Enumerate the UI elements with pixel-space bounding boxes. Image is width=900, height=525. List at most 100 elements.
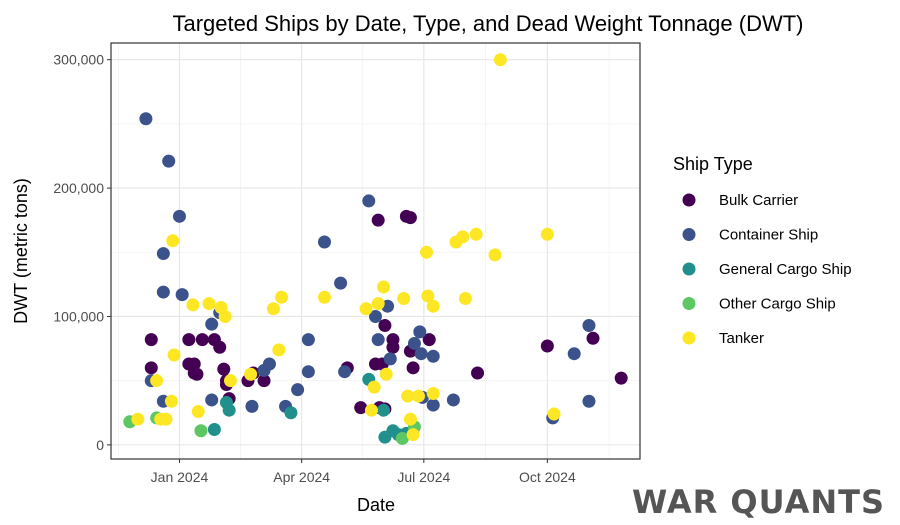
point-tanker [411, 389, 425, 403]
point-tanker [244, 367, 258, 381]
point-tanker [371, 297, 385, 311]
point-tanker [469, 227, 483, 241]
point-container-ship [414, 347, 428, 361]
point-bulk-carrier [182, 333, 196, 347]
point-general-cargo-ship [222, 403, 236, 417]
point-container-ship [291, 383, 305, 397]
legend-key-container-ship [682, 228, 696, 241]
legend-label-other-cargo-ship: Other Cargo Ship [719, 296, 836, 313]
point-tanker [493, 53, 507, 67]
point-tanker [540, 227, 554, 241]
x-axis-ticks: Jan 2024 Apr 2024 Jul 2024 Oct 2024 [151, 459, 576, 485]
point-tanker [456, 230, 470, 244]
point-tanker [167, 348, 181, 362]
y-tick-label: 0 [96, 437, 104, 453]
point-container-ship [156, 285, 170, 299]
legend-key-other-cargo-ship [682, 297, 696, 310]
point-bulk-carrier [144, 333, 158, 347]
point-tanker [420, 245, 434, 259]
legend-title: Ship Type [673, 154, 753, 174]
point-container-ship [262, 357, 276, 371]
point-bulk-carrier [187, 357, 201, 371]
point-bulk-carrier [257, 374, 271, 388]
point-bulk-carrier [378, 318, 392, 332]
y-tick-label: 100,000 [53, 308, 104, 324]
point-tanker [377, 280, 391, 294]
point-tanker [421, 289, 435, 303]
point-tanker [426, 299, 440, 313]
point-container-ship [334, 276, 348, 290]
point-bulk-carrier [586, 331, 600, 345]
point-bulk-carrier [144, 361, 158, 375]
point-container-ship [413, 325, 427, 339]
point-tanker [364, 403, 378, 417]
point-bulk-carrier [354, 401, 368, 415]
point-tanker [218, 309, 232, 323]
point-tanker [401, 389, 415, 403]
point-tanker [379, 367, 393, 381]
point-tanker [166, 234, 180, 248]
point-tanker [359, 302, 373, 316]
point-tanker [131, 412, 145, 426]
brand-logo-text: WAR QUANTS [632, 483, 885, 521]
plot-border [110, 42, 641, 460]
point-bulk-carrier [406, 361, 420, 375]
point-tanker [367, 380, 381, 394]
point-container-ship [156, 247, 170, 261]
x-tick-label: Apr 2024 [273, 469, 330, 485]
legend-key-tanker [682, 331, 696, 345]
point-container-ship [301, 333, 315, 347]
point-container-ship [362, 194, 376, 208]
legend-key-bulk-carrier [682, 193, 696, 207]
point-tanker [317, 290, 331, 304]
point-container-ship [162, 154, 176, 168]
point-container-ship [175, 288, 189, 302]
point-general-cargo-ship [284, 406, 298, 420]
point-tanker [266, 302, 280, 316]
point-tanker [488, 248, 502, 262]
x-tick-label: Jan 2024 [151, 469, 209, 485]
point-bulk-carrier [190, 367, 204, 381]
point-general-cargo-ship [377, 403, 391, 417]
point-tanker [202, 297, 216, 311]
point-tanker [186, 298, 200, 312]
point-container-ship [371, 333, 385, 347]
point-container-ship [301, 365, 315, 379]
legend-label-bulk-carrier: Bulk Carrier [719, 192, 798, 209]
point-container-ship [139, 112, 153, 126]
point-tanker [159, 412, 173, 426]
point-bulk-carrier [471, 366, 485, 380]
point-bulk-carrier [540, 339, 554, 353]
y-axis-title: DWT (metric tons) [11, 178, 31, 324]
point-bulk-carrier [195, 333, 209, 347]
point-tanker [150, 374, 164, 388]
point-tanker [397, 292, 411, 306]
legend-label-general-cargo-ship: General Cargo Ship [719, 261, 852, 278]
point-tanker [426, 387, 440, 401]
legend-items: Bulk Carrier Container Ship General Cargo … [682, 192, 852, 347]
point-tanker [547, 407, 561, 421]
point-container-ship [205, 317, 219, 331]
point-bulk-carrier [614, 371, 628, 385]
point-container-ship [172, 209, 186, 223]
point-container-ship [582, 394, 596, 408]
point-container-ship [245, 399, 259, 413]
point-bulk-carrier [422, 333, 436, 347]
point-tanker [272, 343, 286, 357]
point-container-ship [426, 349, 440, 363]
point-tanker [403, 412, 417, 426]
point-tanker [458, 292, 472, 306]
point-container-ship [383, 352, 397, 366]
point-container-ship [317, 235, 331, 249]
point-container-ship [338, 365, 352, 379]
point-tanker [275, 290, 289, 304]
point-other-cargo-ship [194, 424, 208, 438]
point-container-ship [446, 393, 460, 407]
y-tick-label: 200,000 [53, 180, 104, 196]
point-container-ship [369, 309, 382, 323]
point-container-ship [407, 336, 421, 350]
point-bulk-carrier [403, 211, 417, 225]
legend-label-tanker: Tanker [719, 330, 764, 347]
point-container-ship [567, 347, 581, 361]
